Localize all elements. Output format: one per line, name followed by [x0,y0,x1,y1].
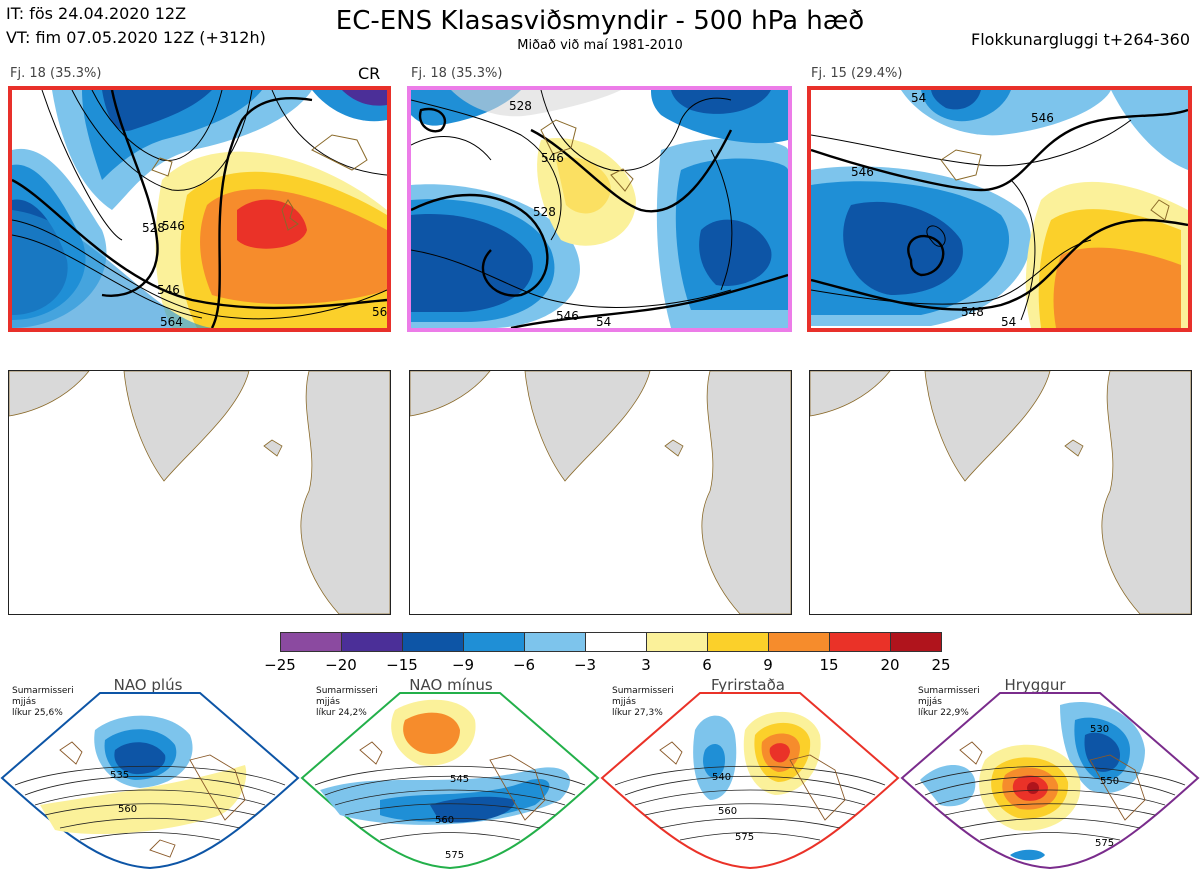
colorbar-cell [402,632,464,652]
colorbar-tick: −6 [512,656,536,674]
regime-2-map[interactable]: 545 560 575 [300,690,600,871]
colorbar-cell [829,632,891,652]
colorbar-cell [280,632,342,652]
classification-window: Flokkunargluggi t+264-360 [971,30,1190,49]
regime-1-map[interactable]: 535 560 [0,690,300,871]
cluster-map-1[interactable]: 546 528 564 546 56 [8,86,391,332]
colorbar-cell [341,632,403,652]
colorbar-tick: −25 [264,656,296,674]
colorbar-cell [524,632,586,652]
regime-4-map[interactable]: 530 550 575 [900,690,1200,871]
blank-map-3[interactable] [809,370,1192,615]
panel-3-contour-b: 546 [1031,111,1054,125]
regime-4-contour-label: 575 [1095,838,1114,849]
colorbar-cell [585,632,647,652]
colorbar-tick: 20 [880,656,900,674]
regime-1-contour-label: 560 [118,804,137,815]
panel-1-contour-d: 546 [157,283,180,297]
regime-3-contour-label: 560 [718,806,737,817]
panel-3-contour-a: 54 [911,91,926,105]
panel-2-contour-d: 546 [556,309,579,323]
panel-3-contour-e: 54 [1001,315,1016,328]
panel-1-label: Fj. 18 (35.3%) [10,66,102,81]
regime-2-contour-label: 575 [445,850,464,861]
colorbar-cell [768,632,830,652]
cluster-map-3[interactable]: 54 546 546 548 54 [807,86,1192,332]
regime-3-info: Sumarmisseri mjjás líkur 27,3% [612,686,674,718]
panel-1-contour-e: 56 [372,305,387,319]
regime-1-name: NAO plús [113,676,183,694]
panel-3-contour-d: 548 [961,305,984,319]
blank-map-1[interactable] [8,370,391,615]
valid-time: VT: fim 07.05.2020 12Z (+312h) [6,28,266,47]
regime-2-contour-label: 560 [435,815,454,826]
regime-1-contour-label: 535 [110,770,129,781]
regime-4-info: Sumarmisseri mjjás líkur 22,9% [918,686,980,718]
colorbar-tick: 15 [819,656,839,674]
colorbar-cell [890,632,942,652]
colorbar-cell [463,632,525,652]
colorbar-cell [707,632,769,652]
panel-1-contour-b: 528 [142,221,165,235]
panel-2-contour-a: 528 [533,205,556,219]
panel-2-contour-b: 546 [541,151,564,165]
regime-3-map[interactable]: 540 560 575 [600,690,900,871]
blank-map-2[interactable] [409,370,792,615]
regime-2-info: Sumarmisseri mjjás líkur 24,2% [316,686,378,718]
panel-2-label: Fj. 18 (35.3%) [411,66,503,81]
regime-4-contour-label: 550 [1100,776,1119,787]
colorbar-tick: −15 [386,656,418,674]
panel-1-tag: CR [358,64,381,83]
regime-1-info: Sumarmisseri mjjás líkur 25,6% [12,686,74,718]
colorbar-tick: −20 [325,656,357,674]
colorbar-tick: 25 [931,656,951,674]
init-time: IT: fös 24.04.2020 12Z [6,4,187,23]
colorbar-tick: 3 [641,656,651,674]
colorbar-tick: 9 [763,656,773,674]
colorbar-tick: −3 [573,656,597,674]
panel-1-contour-a: 546 [162,219,185,233]
panel-3-label: Fj. 15 (29.4%) [811,66,903,81]
regime-4-name: Hryggur [1004,676,1066,694]
page-subtitle: Miðað við maí 1981-2010 [517,38,683,53]
regime-3-contour-label: 540 [712,772,731,783]
regime-4-contour-label: 530 [1090,724,1109,735]
colorbar-tick: 6 [702,656,712,674]
page-title: EC-ENS Klasasviðsmyndir - 500 hPa hæð [335,6,865,36]
regime-3-name: Fyrirstaða [711,676,785,694]
panel-3-contour-c: 546 [851,165,874,179]
regime-2-name: NAO mínus [409,676,493,694]
panel-2-contour-c: 528 [509,99,532,113]
colorbar-tick: −9 [451,656,475,674]
colorbar-cell [646,632,708,652]
panel-1-contour-c: 564 [160,315,183,328]
cluster-map-2[interactable]: 528 546 528 546 54 [407,86,792,332]
panel-2-contour-e: 54 [596,315,611,328]
regime-3-contour-label: 575 [735,832,754,843]
regime-2-contour-label: 545 [450,774,469,785]
